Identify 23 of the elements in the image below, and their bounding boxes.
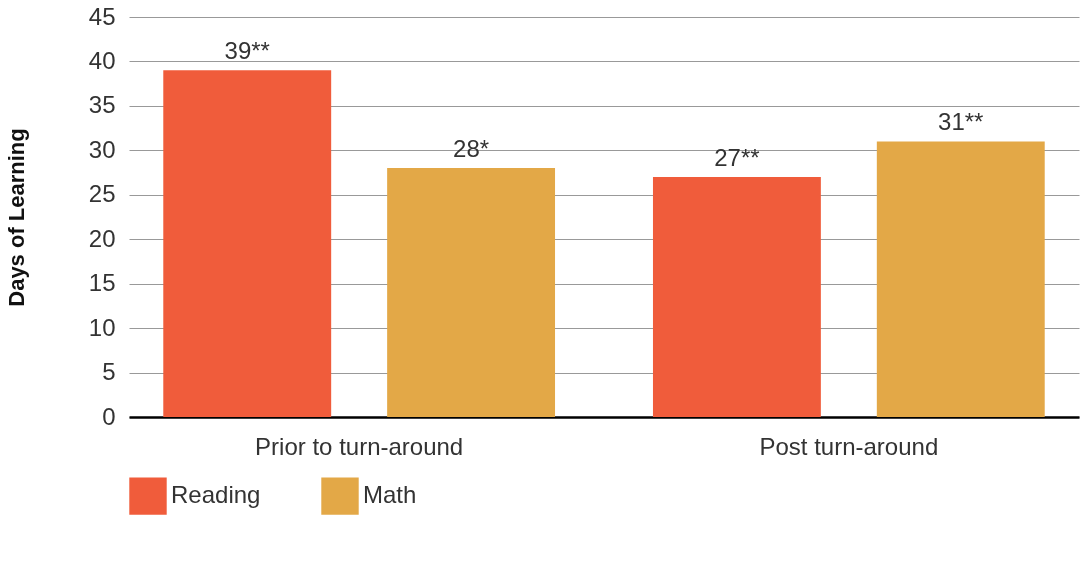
bar [652, 177, 821, 417]
data-label: 27** [714, 144, 760, 171]
y-tick-label: 10 [88, 313, 116, 341]
y-tick-label: 15 [88, 269, 116, 297]
x-tick-label: Post turn-around [759, 432, 939, 460]
y-tick-label: 40 [88, 46, 116, 74]
y-tick-label: 25 [88, 180, 116, 208]
legend-label: Math [363, 481, 417, 509]
bar [163, 70, 332, 417]
y-tick-label: 35 [88, 91, 116, 119]
y-tick-label: 20 [88, 224, 116, 252]
data-label: 39** [224, 37, 270, 65]
legend-label: Reading [171, 481, 261, 509]
x-tick-label: Prior to turn-around [255, 432, 464, 460]
y-tick-label: 30 [88, 135, 116, 163]
bar [876, 141, 1045, 417]
y-tick-label: 45 [88, 2, 116, 30]
y-axis-title: Days of Learning [3, 128, 29, 307]
data-label: 31** [938, 108, 984, 136]
y-tick-label: 0 [102, 402, 116, 430]
bar [387, 168, 556, 417]
y-tick-label: 5 [102, 358, 116, 386]
data-label: 28* [453, 135, 490, 163]
